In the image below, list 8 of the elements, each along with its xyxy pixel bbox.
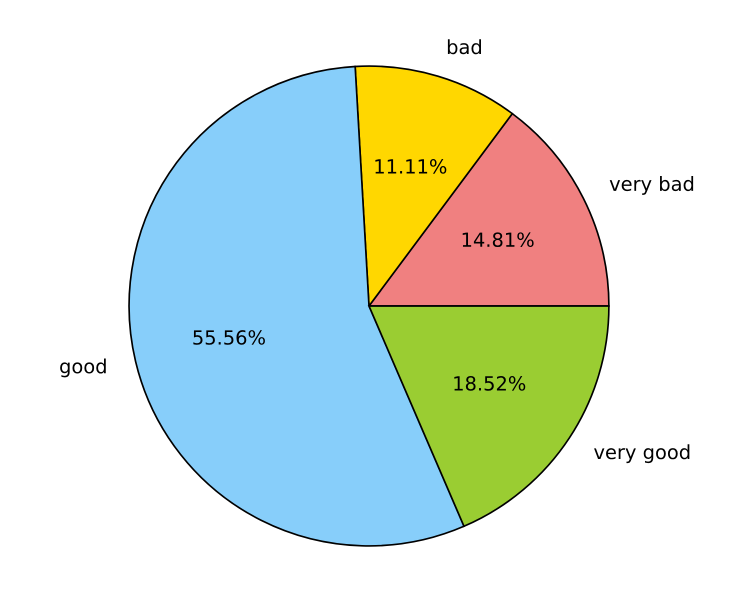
slice-label: bad [448, 39, 481, 54]
data-label: 11.11% [375, 159, 446, 174]
slice-label: good [60, 358, 106, 378]
slice-label: very bad [610, 176, 694, 195]
slice-label: very good [594, 444, 690, 464]
data-label: 18.52% [454, 376, 526, 391]
data-label: 14.81% [462, 232, 534, 248]
data-label: 55.56% [193, 330, 265, 345]
